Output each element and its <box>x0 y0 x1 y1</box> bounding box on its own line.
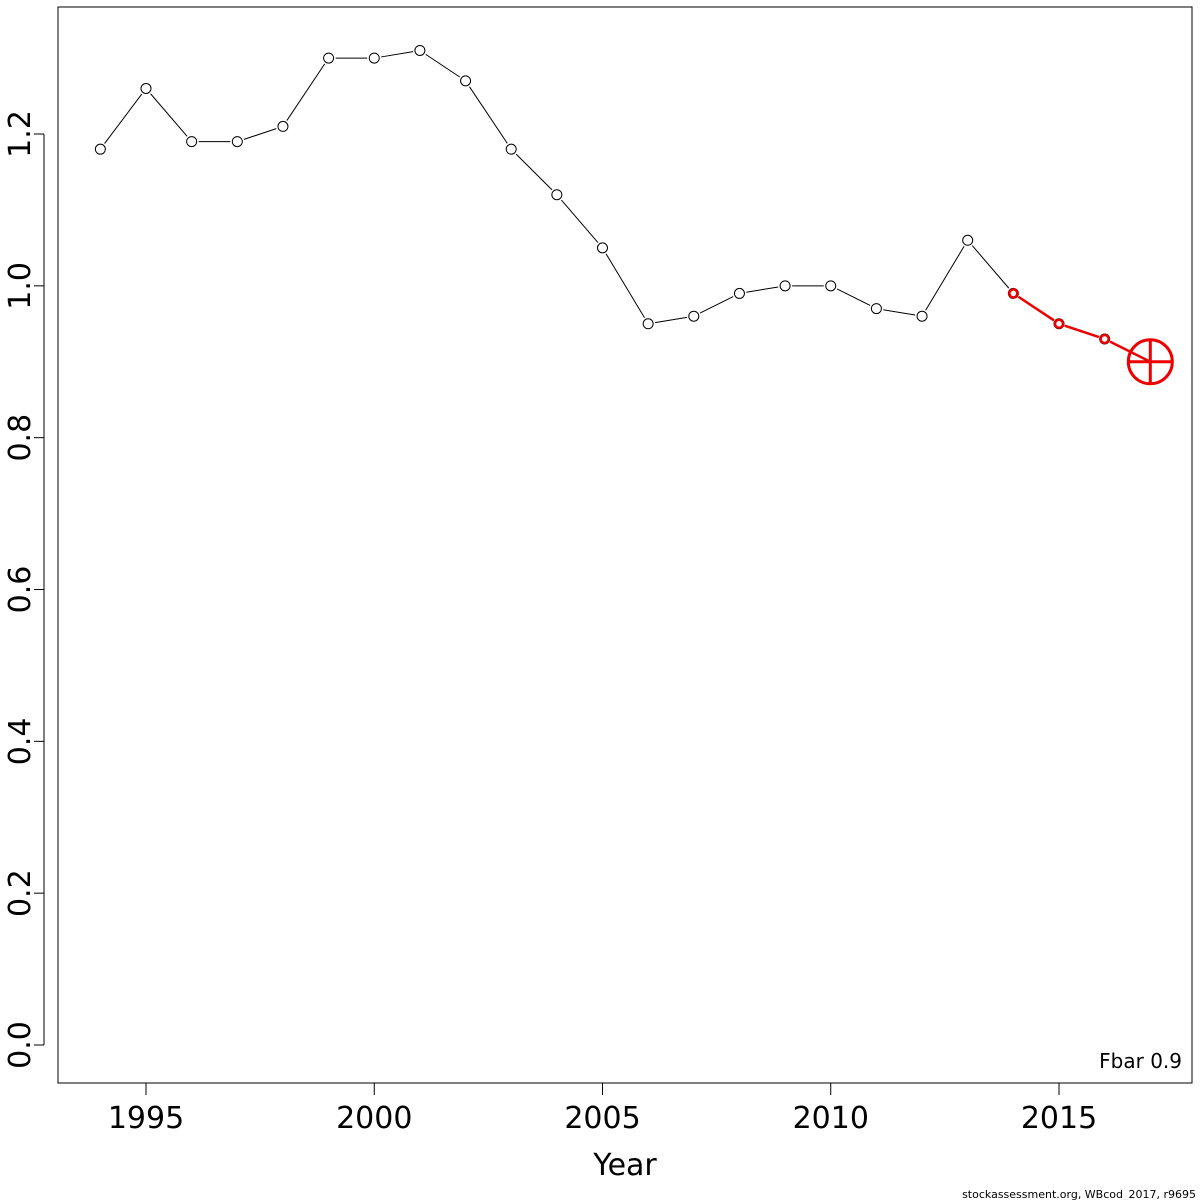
series-1-segment <box>425 53 460 78</box>
series-1-segment <box>104 93 143 144</box>
y-tick-label: 1.2 <box>3 110 38 158</box>
series-1-point <box>277 120 289 132</box>
series-1-point <box>551 189 563 201</box>
series-2-segment <box>1017 295 1055 322</box>
x-axis-title: Year <box>592 1148 657 1183</box>
y-tick-label: 0.6 <box>3 566 38 614</box>
series-1 <box>94 44 1111 345</box>
series-1-point <box>962 234 974 246</box>
y-tick-label: 1.0 <box>3 262 38 310</box>
series-1-point <box>688 310 700 322</box>
series-1-segment <box>836 288 871 306</box>
x-tick-label: 2015 <box>1021 1101 1097 1136</box>
y-tick-label: 0.4 <box>3 717 38 765</box>
series-1-point <box>870 303 882 315</box>
series-layer <box>94 44 1174 386</box>
series-1-segment <box>243 128 277 140</box>
series-1-point <box>323 52 335 64</box>
series-1-point <box>94 143 106 155</box>
series-1-segment <box>515 153 553 191</box>
series-1-segment <box>699 296 734 314</box>
series-1-point <box>186 136 198 148</box>
series-1-segment <box>381 51 414 58</box>
series-2-segment <box>1064 324 1100 339</box>
series-1-segment <box>925 246 965 311</box>
series-1-point <box>460 75 472 87</box>
credit-label: stockassessment.org, WBcod_2017, r9695 <box>962 1188 1196 1200</box>
series-1-point <box>733 287 745 299</box>
series-1-point <box>642 318 654 330</box>
plot-frame <box>57 6 1193 1084</box>
series-1-segment <box>654 316 687 324</box>
series-1-point <box>597 242 608 254</box>
series-1-segment <box>746 286 779 293</box>
series-2-point <box>1053 318 1065 330</box>
y-axis: 0.0 0.2 0.4 0.6 0.8 1.0 1.2 <box>3 110 45 1069</box>
series-1-point <box>825 280 837 292</box>
x-tick-label: 2000 <box>336 1101 412 1136</box>
series-1-point <box>916 310 928 322</box>
x-tick-label: 2005 <box>564 1101 640 1136</box>
annotation-label: Fbar 0.9 <box>1099 1049 1182 1073</box>
series-1-point <box>779 280 791 292</box>
series-2-point <box>1008 288 1019 299</box>
x-axis: 1995 2000 2005 2010 2015 <box>108 1082 1097 1136</box>
series-2 <box>1008 288 1174 386</box>
series-1-point <box>505 143 517 155</box>
series-1-segment <box>561 199 599 243</box>
series-2-final-point <box>1126 338 1174 386</box>
x-tick-label: 2010 <box>793 1101 869 1136</box>
series-1-segment <box>286 63 326 121</box>
series-1-point <box>231 136 243 148</box>
series-1-point <box>414 44 426 56</box>
y-tick-label: 0.8 <box>3 414 38 462</box>
y-tick-label: 0.0 <box>3 1021 38 1069</box>
series-1-segment <box>971 245 1010 289</box>
series-1-segment <box>469 86 508 144</box>
series-1-segment <box>150 93 188 137</box>
series-2-point <box>1099 333 1110 345</box>
x-tick-label: 1995 <box>108 1101 184 1136</box>
y-tick-label: 0.2 <box>3 869 38 917</box>
series-1-segment <box>883 309 916 316</box>
series-1-point <box>140 82 152 94</box>
series-1-segment <box>605 253 645 319</box>
series-1-point <box>368 52 380 64</box>
